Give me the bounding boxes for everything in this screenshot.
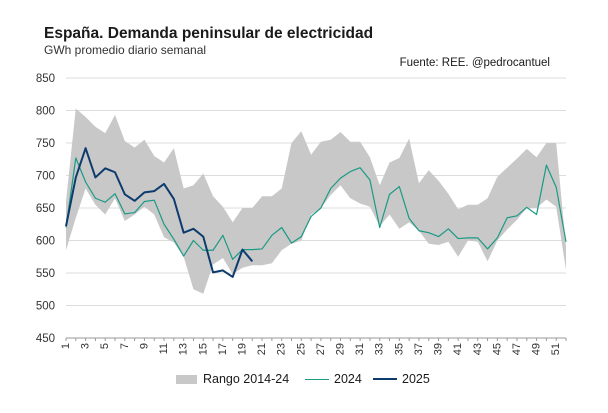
x-tick-label: 1 [60,343,72,349]
x-tick-label: 21 [256,343,268,355]
x-tick-label: 33 [374,343,386,355]
y-tick-label: 550 [36,268,55,280]
band-area [66,108,566,294]
series-line-2024 [65,157,567,260]
chart-source: Fuente: REE. @pedrocantuel [399,57,550,69]
x-tick-label: 3 [80,343,92,349]
y-tick-label: 650 [36,203,55,215]
x-tick-label: 31 [354,343,366,355]
y-tick-label: 850 [36,73,55,85]
x-tick-label: 15 [197,343,209,355]
y-tick-label: 500 [36,301,55,313]
legend-item-2025: 2025 [373,372,430,386]
legend-item-band: Rango 2014-24 [176,372,289,386]
range-band [66,108,566,294]
y-tick-label: 450 [36,333,55,345]
legend-item-2024: 2024 [305,372,362,386]
legend-label-2025: 2025 [402,372,430,386]
y-tick-label: 800 [36,106,55,118]
x-tick-label: 41 [452,343,464,355]
series-lines [65,147,567,278]
series-line-2025 [65,147,254,278]
x-tick-label: 37 [413,343,425,355]
x-tick-label: 45 [491,343,503,355]
y-tick-label: 700 [36,171,55,183]
x-tick-label: 27 [315,343,327,355]
x-tick-label: 13 [178,343,190,355]
legend-swatch-2024 [305,378,329,380]
x-tick-label: 11 [158,343,170,354]
x-tick-label: 9 [138,343,150,349]
x-tick-label: 51 [550,343,562,355]
x-tick-label: 7 [119,343,131,349]
legend-swatch-2025 [373,378,397,380]
x-tick-label: 49 [531,343,543,355]
chart-title: España. Demanda peninsular de electricid… [44,25,374,42]
y-tick-label: 750 [36,138,55,150]
x-tick-label: 23 [276,343,288,355]
legend: Rango 2014-24 2024 2025 [0,372,608,388]
x-tick-label: 19 [236,343,248,355]
x-tick-label: 5 [99,343,111,349]
x-tick-label: 25 [295,343,307,355]
legend-swatch-band [176,374,197,384]
chart-subtitle: GWh promedio diario semanal [44,43,207,57]
legend-label-2024: 2024 [334,372,362,386]
x-tick-label: 17 [217,343,229,355]
x-tick-label: 47 [511,343,523,355]
legend-label-band: Rango 2014-24 [203,372,290,386]
x-tick-label: 29 [335,343,347,355]
x-tick-label: 43 [472,343,484,355]
x-tick-label: 39 [433,343,445,355]
x-tick-label: 35 [393,343,405,355]
y-tick-label: 600 [36,236,55,248]
